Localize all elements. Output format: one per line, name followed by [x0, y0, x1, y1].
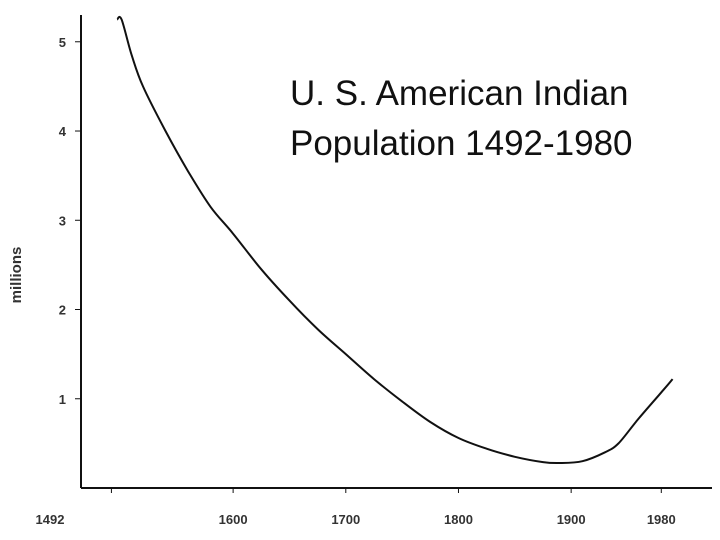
- series-group: [116, 15, 674, 465]
- axes: [80, 15, 712, 489]
- x-tick-label: 1900: [557, 512, 586, 527]
- x-tick-label: 1800: [444, 512, 473, 527]
- y-ticks: 1 2 3 4 5: [59, 35, 81, 407]
- population-series-line: [116, 15, 674, 465]
- x-tick-label: 1700: [331, 512, 360, 527]
- y-tick-label: 2: [59, 303, 66, 318]
- x-tick-label: 1980: [647, 512, 676, 527]
- x-tick-label: 1600: [219, 512, 248, 527]
- y-tick-label: 4: [59, 124, 67, 139]
- chart-title-line-1: U. S. American Indian: [290, 74, 629, 113]
- y-tick-label: 1: [59, 392, 66, 407]
- y-tick-label: 5: [59, 35, 66, 50]
- y-tick-label: 3: [59, 213, 66, 228]
- x-tick-label: 1492: [36, 512, 65, 527]
- chart-title-line-2: Population 1492-1980: [290, 124, 633, 163]
- y-axis-label: millions: [8, 247, 25, 304]
- x-ticks: 1492 1600 1700 1800 1900 1980: [36, 488, 676, 527]
